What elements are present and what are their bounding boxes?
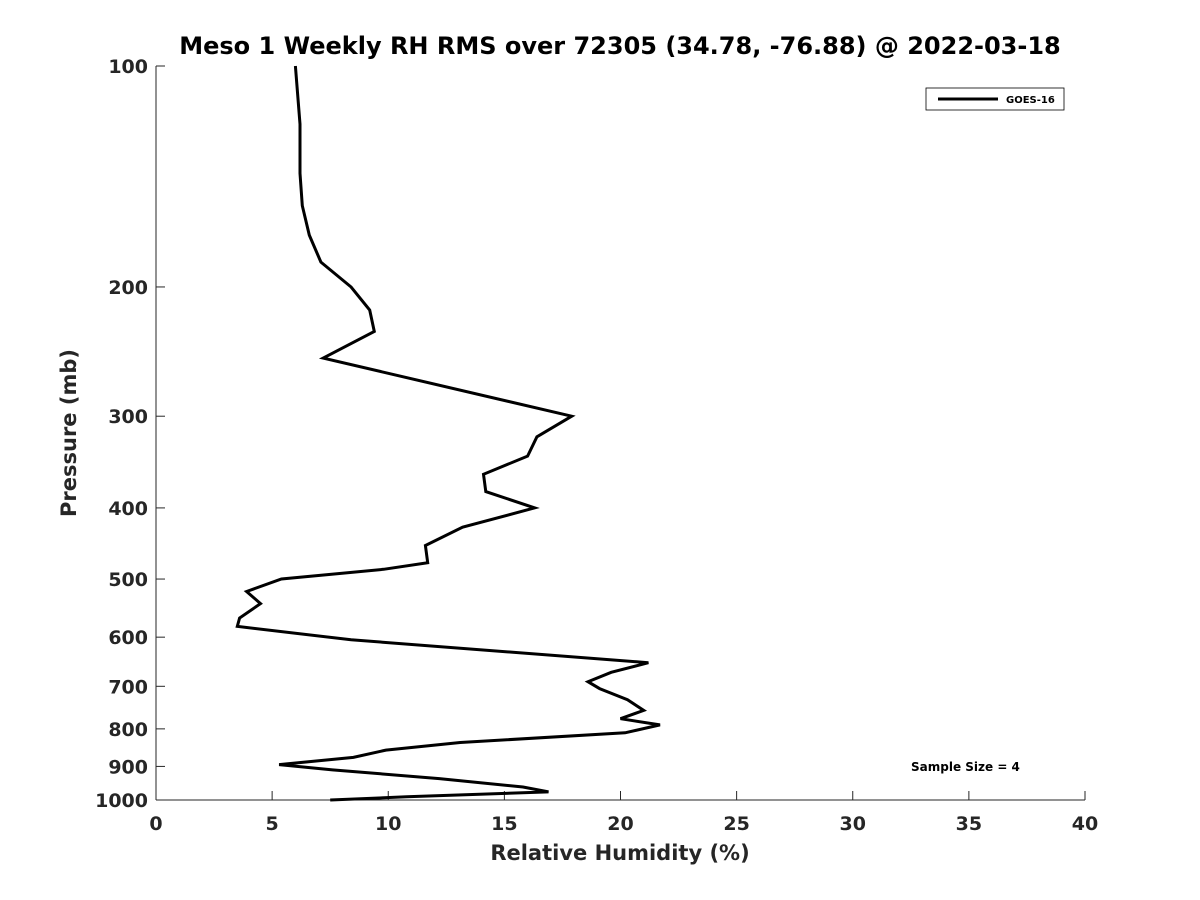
y-tick-label: 600 bbox=[108, 627, 148, 649]
x-axis-ticks: 0 5 10 15 20 25 30 35 40 bbox=[149, 791, 1098, 835]
x-tick-label: 40 bbox=[1072, 813, 1098, 835]
legend-label-goes-16: GOES-16 bbox=[1006, 95, 1055, 106]
y-tick-label: 700 bbox=[108, 676, 148, 698]
x-tick-label: 30 bbox=[840, 813, 866, 835]
x-tick-label: 5 bbox=[266, 813, 279, 835]
y-tick-label: 1000 bbox=[95, 790, 148, 812]
series-line-goes-16 bbox=[235, 65, 661, 802]
y-tick-label: 500 bbox=[108, 569, 148, 591]
y-tick-label: 800 bbox=[108, 719, 148, 741]
x-tick-label: 25 bbox=[723, 813, 749, 835]
y-tick-label: 900 bbox=[108, 756, 148, 778]
y-tick-label: 400 bbox=[108, 498, 148, 520]
legend: GOES-16 bbox=[925, 87, 1065, 111]
x-tick-label: 35 bbox=[956, 813, 982, 835]
x-tick-label: 10 bbox=[375, 813, 401, 835]
sample-size-annotation: Sample Size = 4 bbox=[911, 760, 1020, 774]
chart-title: Meso 1 Weekly RH RMS over 72305 (34.78, … bbox=[179, 32, 1061, 60]
y-tick-label: 200 bbox=[108, 277, 148, 299]
x-tick-label: 15 bbox=[491, 813, 517, 835]
y-axis-ticks: 100 200 300 400 500 600 700 800 900 1000 bbox=[95, 56, 165, 812]
plot-axes bbox=[155, 66, 1085, 801]
x-axis-label: Relative Humidity (%) bbox=[490, 841, 749, 865]
y-axis-label: Pressure (mb) bbox=[57, 349, 81, 517]
x-tick-label: 0 bbox=[149, 813, 162, 835]
x-tick-label: 20 bbox=[607, 813, 633, 835]
y-tick-label: 100 bbox=[108, 56, 148, 78]
y-tick-label: 300 bbox=[108, 406, 148, 428]
series-group bbox=[235, 65, 661, 802]
